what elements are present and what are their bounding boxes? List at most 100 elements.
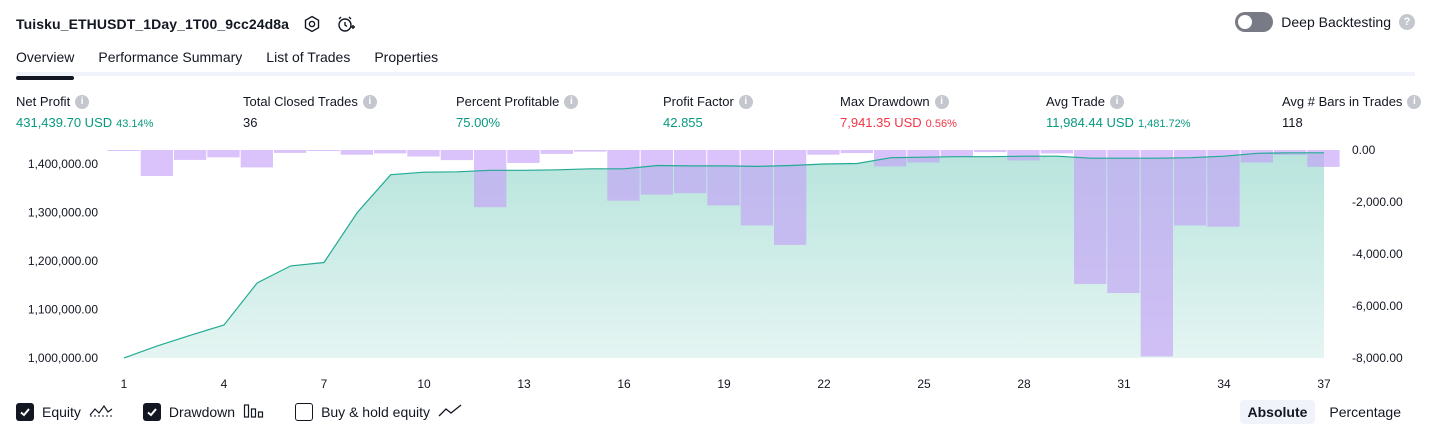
equity-series-line xyxy=(123,152,1324,359)
x-axis: 1 4 7 10 13 16 19 22 25 28 31 34 37 xyxy=(121,377,1331,391)
equity-checkbox[interactable] xyxy=(16,403,34,421)
drawdown-bar xyxy=(440,150,473,161)
right-tick-label: -4,000.00 xyxy=(1352,247,1403,261)
stat-value: 7,941.35 USD xyxy=(840,115,922,130)
right-tick-label: -8,000.00 xyxy=(1352,351,1403,365)
deep-backtesting-toggle[interactable] xyxy=(1235,12,1274,32)
info-icon[interactable]: i xyxy=(564,94,579,109)
x-tick-label: 7 xyxy=(321,377,328,391)
stat-avg-bars: Avg # Bars in Trades i 118 xyxy=(1282,94,1422,130)
x-tick-label: 31 xyxy=(1117,377,1131,391)
right-tick-label: 0.00 xyxy=(1352,143,1376,157)
stat-label: Max Drawdown xyxy=(840,94,930,109)
deep-backtesting: Deep Backtesting ? xyxy=(1235,12,1415,32)
legend-label: Drawdown xyxy=(168,404,236,420)
left-tick-label: 1,200,000.00 xyxy=(28,254,98,268)
add-alert-icon[interactable] xyxy=(335,13,357,35)
drawdown-bar xyxy=(707,150,740,206)
x-tick-label: 22 xyxy=(817,377,831,391)
percentage-button[interactable]: Percentage xyxy=(1329,404,1401,420)
equity-fill xyxy=(124,152,1324,358)
stat-label: Total Closed Trades xyxy=(243,94,358,109)
info-icon[interactable]: i xyxy=(1110,94,1125,109)
tab-properties[interactable]: Properties xyxy=(374,49,439,65)
drawdown-bar xyxy=(507,150,540,163)
info-icon[interactable]: i xyxy=(362,94,377,109)
tab-list-of-trades[interactable]: List of Trades xyxy=(266,49,351,65)
stat-total-closed-trades: Total Closed Trades i 36 xyxy=(243,94,377,130)
settings-icon[interactable] xyxy=(301,13,323,35)
help-icon[interactable]: ? xyxy=(1399,14,1415,30)
left-tick-label: 1,000,000.00 xyxy=(28,351,98,365)
drawdown-bar xyxy=(307,150,340,151)
stat-label: Net Profit xyxy=(16,94,71,109)
stat-profit-factor: Profit Factor i 42.855 xyxy=(663,94,753,130)
stat-value: 42.855 xyxy=(663,115,703,130)
x-tick-label: 28 xyxy=(1017,377,1031,391)
drawdown-bar xyxy=(640,150,673,195)
stat-percent: 0.56% xyxy=(925,118,957,130)
right-tick-label: -2,000.00 xyxy=(1352,195,1403,209)
drawdown-bar xyxy=(1040,150,1073,154)
drawdown-bar xyxy=(1140,150,1173,357)
drawdown-bar xyxy=(107,150,140,151)
drawdown-bar xyxy=(174,150,207,160)
left-tick-label: 1,400,000.00 xyxy=(28,157,98,171)
equity-area xyxy=(124,152,1324,358)
stat-value: 75.00% xyxy=(456,115,501,130)
absolute-button[interactable]: Absolute xyxy=(1239,400,1316,424)
stats-row: Net Profit i 431,439.70 USD 43.14% Total C… xyxy=(16,94,1422,134)
drawdown-bar xyxy=(1107,150,1140,293)
tab-bar: Overview Performance Summary List of Tra… xyxy=(16,46,1415,80)
legend-label: Equity xyxy=(42,404,81,420)
drawdown-bar xyxy=(740,150,773,226)
strategy-header: Tuisku_ETHUSDT_1Day_1T00_9cc24d8a xyxy=(16,10,357,38)
drawdown-bar xyxy=(1007,150,1040,161)
x-tick-label: 16 xyxy=(617,377,631,391)
x-tick-label: 19 xyxy=(717,377,731,391)
tab-performance-summary[interactable]: Performance Summary xyxy=(98,49,243,65)
left-tick-label: 1,300,000.00 xyxy=(28,206,98,220)
legend-label: Buy & hold equity xyxy=(321,404,431,420)
x-tick-label: 25 xyxy=(917,377,931,391)
left-axis: 1,400,000.00 1,300,000.00 1,200,000.00 1,10… xyxy=(28,157,98,365)
equity-line-icon xyxy=(89,404,113,421)
stat-label: Avg # Bars in Trades xyxy=(1282,94,1403,109)
drawdown-checkbox[interactable] xyxy=(142,403,161,421)
drawdown-bar xyxy=(374,150,407,154)
x-tick-label: 4 xyxy=(221,377,228,391)
x-tick-label: 37 xyxy=(1317,377,1331,391)
drawdown-bar xyxy=(1307,150,1340,167)
stat-value: 11,984.44 USD xyxy=(1046,115,1134,130)
stat-label: Profit Factor xyxy=(663,94,734,109)
stat-value: 431,439.70 USD xyxy=(16,115,113,130)
right-axis: 0.00 -2,000.00 -4,000.00 -6,000.00 -8,000.00 xyxy=(1352,143,1403,365)
equity-drawdown-chart[interactable]: 1,400,000.00 1,300,000.00 1,200,000.00 1,10… xyxy=(0,136,1431,396)
drawdown-bar xyxy=(1240,150,1273,163)
drawdown-bar xyxy=(407,150,440,157)
drawdown-bar xyxy=(1174,150,1207,226)
info-icon[interactable]: i xyxy=(934,94,949,109)
drawdown-bar xyxy=(674,150,707,194)
legend-buy-hold[interactable]: Buy & hold equity xyxy=(295,403,462,421)
strategy-name: Tuisku_ETHUSDT_1Day_1T00_9cc24d8a xyxy=(16,16,290,32)
drawdown-bar xyxy=(207,150,240,158)
stat-percent-profitable: Percent Profitable i 75.00% xyxy=(456,94,579,130)
left-tick-label: 1,100,000.00 xyxy=(28,303,98,317)
drawdown-bar xyxy=(540,150,573,154)
legend-equity[interactable]: Equity xyxy=(16,403,113,421)
info-icon[interactable]: i xyxy=(1407,94,1422,109)
legend-drawdown[interactable]: Drawdown xyxy=(142,403,265,421)
info-icon[interactable]: i xyxy=(75,94,90,109)
drawdown-bar xyxy=(940,150,973,157)
equity-line xyxy=(123,152,1324,359)
tab-overview[interactable]: Overview xyxy=(16,46,75,80)
drawdown-bar xyxy=(974,150,1007,153)
stat-label: Avg Trade xyxy=(1046,94,1106,109)
info-icon[interactable]: i xyxy=(738,94,753,109)
stat-value: 36 xyxy=(243,115,258,130)
drawdown-bar xyxy=(607,150,640,201)
x-tick-label: 13 xyxy=(517,377,531,391)
buy-hold-checkbox[interactable] xyxy=(295,403,314,421)
bar-chart-icon xyxy=(243,403,265,421)
